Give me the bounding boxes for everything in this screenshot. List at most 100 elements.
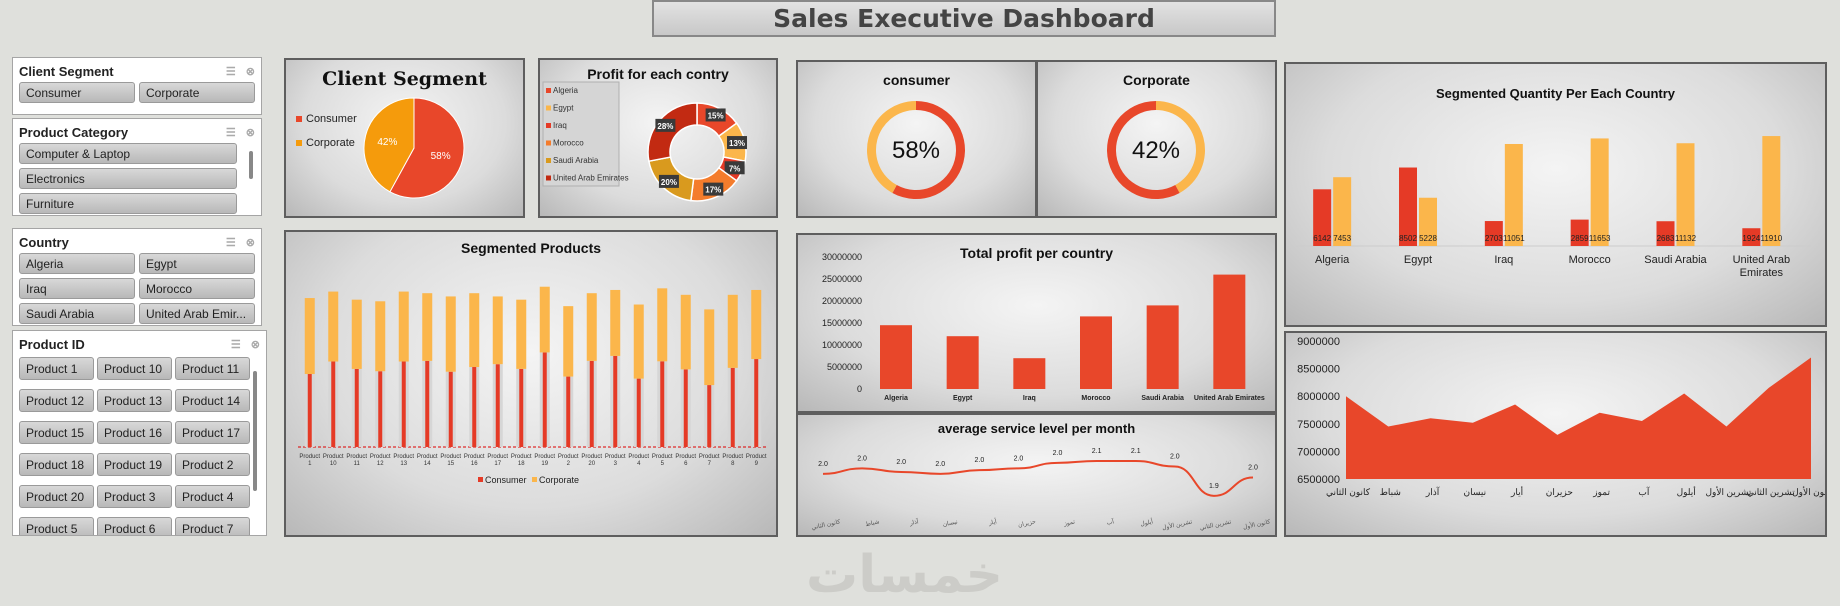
slicer-item-iraq[interactable]: Iraq: [19, 278, 135, 299]
legend-label: Corporate: [539, 475, 579, 485]
data-label: 2.0: [896, 459, 906, 466]
slicer-item-product[interactable]: Product 11: [175, 357, 250, 380]
slicer-item-product[interactable]: Product 13: [97, 389, 172, 412]
bar-consumer: [448, 371, 453, 447]
legend-swatch: [546, 88, 551, 93]
slicer-item-product[interactable]: Product 3: [97, 485, 172, 508]
slicer-item-product[interactable]: Product 16: [97, 421, 172, 444]
data-label: 2.0: [1170, 454, 1180, 461]
slicer-item-product[interactable]: Product 5: [19, 517, 94, 535]
slicer-item-consumer[interactable]: Consumer: [19, 82, 135, 103]
panel-monthly-area: 9000000 8500000 8000000 7500000 7000000 65000…: [1284, 331, 1827, 537]
x-tick-label: كانون الأول: [1792, 486, 1825, 498]
x-tick-label: Product: [417, 454, 438, 460]
clear-filter-icon[interactable]: ⊗: [245, 236, 255, 249]
clear-filter-icon[interactable]: ⊗: [245, 65, 255, 78]
x-tick-label: 9: [755, 461, 759, 467]
slicer-item-product[interactable]: Product 2: [175, 453, 250, 476]
slicer-scrollbar[interactable]: [253, 371, 257, 491]
slicer-item-product[interactable]: Product 10: [97, 357, 172, 380]
slicer-item-saudi-arabia[interactable]: Saudi Arabia: [19, 303, 135, 324]
data-label: 2.0: [1053, 450, 1063, 457]
slicer-item-product[interactable]: Product 19: [97, 453, 172, 476]
chart-title: Client Segment: [322, 68, 487, 90]
data-label-box: [724, 161, 745, 175]
slicer-item-product[interactable]: Product 6: [97, 517, 172, 535]
panel-corporate: Corporate 42%: [1036, 60, 1277, 218]
bar-corporate: [680, 294, 691, 370]
bar-corporate: [633, 304, 644, 379]
segmented-quantity-bar-chart: 6142 7453 Algeria 8502 5228 Egypt 2703 11051 Ira…: [1296, 136, 1811, 279]
bar-profit: [1080, 316, 1112, 389]
legend-swatch: [546, 105, 551, 111]
pie-slice: [363, 97, 415, 193]
legend-swatch: [546, 175, 551, 181]
slicer-item-computer-laptop[interactable]: Computer & Laptop: [19, 143, 237, 164]
slicer-item-product[interactable]: Product 4: [175, 485, 250, 508]
slicer-item-product[interactable]: Product 14: [175, 389, 250, 412]
y-tick-label: 6500000: [1297, 474, 1340, 486]
bar-profit: [946, 336, 979, 389]
x-tick-label: أيلول: [1139, 516, 1154, 528]
x-tick-label: حزيران: [1017, 518, 1036, 529]
multi-select-icon[interactable]: ☰: [230, 338, 241, 351]
x-tick-label: Product: [346, 454, 367, 460]
x-tick-label: 13: [400, 461, 407, 467]
slicer-item-product[interactable]: Product 7: [175, 517, 250, 535]
x-tick-label: Saudi Arabia: [1644, 254, 1707, 266]
x-tick-label: 4: [637, 461, 641, 467]
x-tick-label: أيلول: [1677, 485, 1696, 498]
bar-corporate: [1333, 177, 1352, 246]
bar-corporate: [727, 294, 738, 368]
x-tick-label: 1: [308, 461, 312, 467]
data-label: 11132: [1675, 234, 1697, 243]
data-label: 58%: [431, 151, 451, 162]
clear-filter-icon[interactable]: ⊗: [250, 338, 260, 351]
bar-consumer: [307, 374, 312, 447]
x-tick-label: آذار: [908, 517, 920, 527]
x-tick-label: Product: [534, 454, 555, 460]
slicer-item-product[interactable]: Product 1: [19, 357, 94, 380]
x-tick-label: Product: [370, 454, 391, 460]
slicer-product-id: Product ID ☰ ⊗ Product 1 Product 10 Product…: [12, 330, 267, 536]
legend-swatch: [478, 477, 483, 482]
legend-label: Algeria: [553, 86, 578, 95]
slicer-item-product[interactable]: Product 12: [19, 389, 94, 412]
y-tick-label: 7000000: [1297, 446, 1340, 458]
slicer-scrollbar[interactable]: [249, 151, 253, 179]
x-tick-label: حزيران: [1546, 487, 1573, 498]
slicer-item-morocco[interactable]: Morocco: [139, 278, 255, 299]
multi-select-icon[interactable]: ☰: [225, 236, 236, 249]
slicer-item-product[interactable]: Product 18: [19, 453, 94, 476]
slicer-item-uae[interactable]: United Arab Emir...: [139, 303, 255, 324]
slicer-item-electronics[interactable]: Electronics: [19, 168, 237, 189]
dashboard-title-box: Sales Executive Dashboard: [652, 0, 1276, 37]
bar-corporate: [657, 288, 668, 362]
x-tick-label: United Arab: [1733, 254, 1790, 266]
bar-consumer: [401, 361, 406, 447]
slicer-product-category-title: Product Category: [19, 124, 129, 140]
x-tick-label: Iraq: [1023, 395, 1036, 402]
bar-consumer: [354, 368, 359, 447]
donut-slice: [647, 102, 698, 163]
x-tick-label: تموز: [1592, 487, 1610, 498]
slicer-item-egypt[interactable]: Egypt: [139, 253, 255, 274]
slicer-item-product[interactable]: Product 17: [175, 421, 250, 444]
bar-consumer: [542, 352, 547, 447]
slicer-item-product[interactable]: Product 20: [19, 485, 94, 508]
donut-slice: [867, 101, 916, 193]
x-tick-label: 17: [494, 461, 501, 467]
slicer-item-product[interactable]: Product 15: [19, 421, 94, 444]
clear-filter-icon[interactable]: ⊗: [245, 126, 255, 139]
slicer-item-furniture[interactable]: Furniture: [19, 193, 237, 214]
bar-consumer: [425, 360, 430, 447]
donut-slice: [1107, 101, 1180, 199]
bar-corporate: [304, 298, 315, 375]
data-label: 2.0: [857, 455, 867, 462]
slicer-item-corporate[interactable]: Corporate: [139, 82, 255, 103]
multi-select-icon[interactable]: ☰: [225, 65, 236, 78]
multi-select-icon[interactable]: ☰: [225, 126, 236, 139]
bar-consumer: [519, 368, 524, 447]
slicer-item-algeria[interactable]: Algeria: [19, 253, 135, 274]
consumer-donut-chart: 58%: [867, 101, 965, 199]
